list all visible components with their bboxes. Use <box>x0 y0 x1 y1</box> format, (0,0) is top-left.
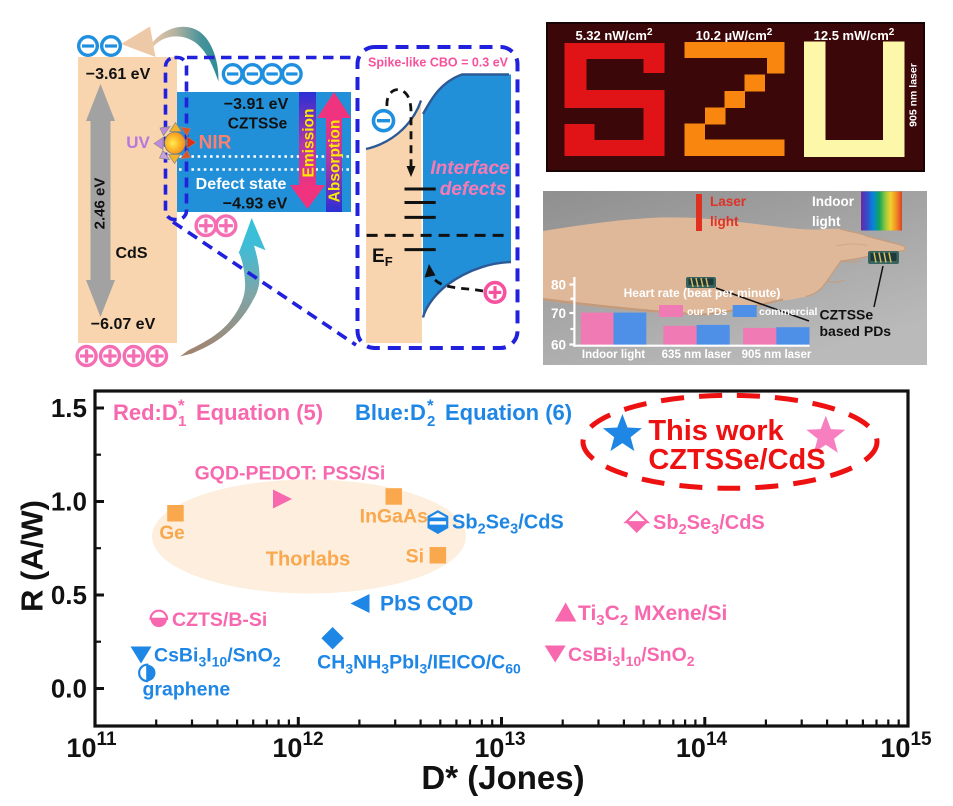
svg-text:12.5 mW/cm2: 12.5 mW/cm2 <box>814 27 895 43</box>
svg-text:PbS CQD: PbS CQD <box>380 593 473 616</box>
svg-text:commercial: commercial <box>759 306 817 318</box>
svg-text:GQD-PEDOT: PSS/Si: GQD-PEDOT: PSS/Si <box>195 463 386 485</box>
svg-text:1015: 1015 <box>880 729 932 763</box>
svg-text:Interface: Interface <box>430 158 510 179</box>
svg-text:905 nm laser: 905 nm laser <box>742 349 812 361</box>
svg-text:10.2 µW/cm2: 10.2 µW/cm2 <box>696 27 773 43</box>
svg-text:905 nm laser: 905 nm laser <box>908 63 920 127</box>
svg-text:Si: Si <box>406 546 424 568</box>
svg-text:2: 2 <box>427 413 435 430</box>
svg-text:Sb2Se3/CdS: Sb2Se3/CdS <box>452 512 564 538</box>
svg-text:InGaAs: InGaAs <box>360 506 428 528</box>
svg-text:0.5: 0.5 <box>51 580 87 610</box>
svg-text:635 nm laser: 635 nm laser <box>662 349 732 361</box>
svg-text:−4.93 eV: −4.93 eV <box>223 196 288 213</box>
svg-text:D* (Jones): D* (Jones) <box>421 759 584 796</box>
svg-text:60: 60 <box>551 338 566 353</box>
svg-text:Spike-like CBO = 0.3 eV: Spike-like CBO = 0.3 eV <box>368 56 509 70</box>
svg-text:based PDs: based PDs <box>820 323 892 339</box>
svg-text:Blue:D: Blue:D <box>355 400 426 425</box>
svg-text:Thorlabs: Thorlabs <box>266 549 350 571</box>
svg-text:R (A/W): R (A/W) <box>15 500 50 612</box>
svg-text:Ti3C2 MXene/Si: Ti3C2 MXene/Si <box>578 602 727 629</box>
svg-text:0.0: 0.0 <box>51 674 87 704</box>
svg-text:Emission: Emission <box>301 109 318 178</box>
svg-text:light: light <box>812 214 841 229</box>
svg-text:−6.07 eV: −6.07 eV <box>91 316 156 333</box>
svg-text:Indoor light: Indoor light <box>582 349 645 361</box>
svg-text:graphene: graphene <box>143 679 231 701</box>
svg-text:CH3NH3PbI3/IEICO/C60: CH3NH3PbI3/IEICO/C60 <box>317 652 521 677</box>
svg-text:1.5: 1.5 <box>51 393 87 423</box>
svg-text:−3.91 eV: −3.91 eV <box>224 96 289 113</box>
svg-text:5.32 nW/cm2: 5.32 nW/cm2 <box>575 27 653 43</box>
svg-text:CZTSSe: CZTSSe <box>820 307 874 323</box>
svg-text:80: 80 <box>551 278 566 293</box>
svg-text:Red:D: Red:D <box>113 400 178 425</box>
svg-text:light: light <box>710 214 739 229</box>
svg-text:1: 1 <box>178 413 186 430</box>
svg-text:CZTSSe/CdS: CZTSSe/CdS <box>648 444 825 476</box>
svg-text:70: 70 <box>551 306 566 321</box>
svg-text:UV: UV <box>126 133 150 152</box>
svg-text:Absorption: Absorption <box>327 120 344 203</box>
svg-text:Equation (6): Equation (6) <box>445 400 572 425</box>
svg-text:our PDs: our PDs <box>687 306 727 318</box>
svg-text:defects: defects <box>440 179 507 200</box>
svg-text:Heart rate (beat per minute): Heart rate (beat per minute) <box>624 286 781 300</box>
svg-text:−3.61 eV: −3.61 eV <box>86 66 151 83</box>
svg-text:This work: This work <box>648 415 784 447</box>
svg-text:CsBi3I10/SnO2: CsBi3I10/SnO2 <box>568 644 695 669</box>
svg-text:Ge: Ge <box>159 523 184 544</box>
svg-text:*: * <box>427 396 434 415</box>
svg-text:NIR: NIR <box>199 133 232 154</box>
svg-text:Defect state: Defect state <box>196 176 287 193</box>
svg-text:Indoor: Indoor <box>812 194 855 209</box>
svg-text:Sb2Se3/CdS: Sb2Se3/CdS <box>653 512 765 538</box>
svg-text:Equation (5): Equation (5) <box>196 400 323 425</box>
svg-text:1013: 1013 <box>474 729 525 763</box>
svg-text:1011: 1011 <box>66 729 117 763</box>
svg-text:CZTS/B-Si: CZTS/B-Si <box>172 609 267 631</box>
svg-text:2.46 eV: 2.46 eV <box>92 178 109 230</box>
svg-text:CZTSSe: CZTSSe <box>228 116 288 133</box>
svg-text:CsBi3I10/SnO2: CsBi3I10/SnO2 <box>154 645 281 670</box>
svg-text:1012: 1012 <box>272 729 323 763</box>
svg-text:Laser: Laser <box>710 194 747 209</box>
svg-text:1014: 1014 <box>676 729 728 763</box>
svg-text:CdS: CdS <box>116 245 148 262</box>
svg-text:*: * <box>178 396 185 415</box>
svg-text:1.0: 1.0 <box>51 487 87 517</box>
